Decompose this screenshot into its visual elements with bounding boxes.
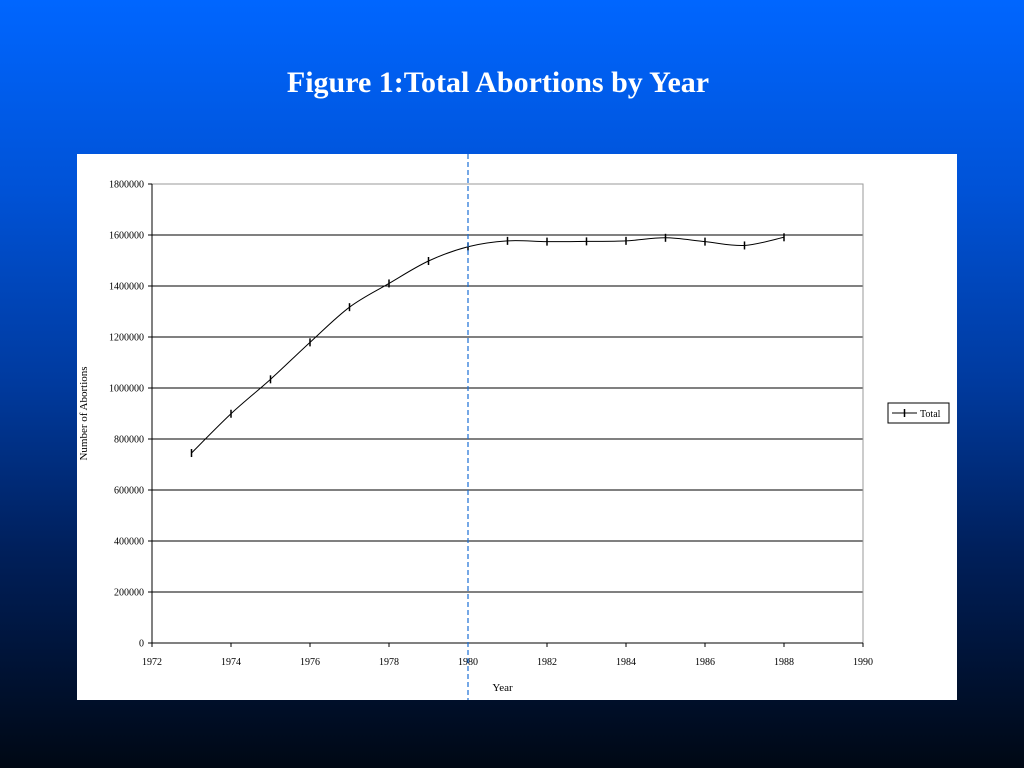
y-tick-label: 1200000: [109, 333, 144, 344]
x-tick-label: 1984: [616, 657, 636, 668]
x-axis-title: Year: [492, 682, 513, 694]
series-line-total: [191, 236, 785, 454]
y-axis-title: Number of Abortions: [78, 366, 90, 460]
plot-area-frame: [151, 183, 864, 644]
x-tick-label: 1982: [537, 657, 557, 668]
y-tick-label: 0: [139, 639, 144, 650]
y-tick-label: 600000: [114, 486, 144, 497]
x-tick-label: 1988: [774, 657, 794, 668]
legend-label: Total: [920, 409, 941, 420]
series-layer: [190, 233, 785, 458]
y-tick-label: 1600000: [109, 231, 144, 242]
y-tick-label: 1800000: [109, 180, 144, 191]
x-tick-label: 1972: [142, 657, 162, 668]
x-tick-label: 1978: [379, 657, 399, 668]
x-axis-ticks: 1972 1974 1976 1978 1980 1982 1984 1986 1988 1990: [142, 643, 873, 668]
legend: Total: [887, 402, 950, 424]
x-tick-label: 1974: [221, 657, 241, 668]
gridlines: [152, 183, 863, 593]
x-tick-label: 1990: [853, 657, 873, 668]
x-tick-label: 1976: [300, 657, 320, 668]
y-tick-label: 200000: [114, 588, 144, 599]
y-tick-label: 1000000: [109, 384, 144, 395]
x-tick-label: 1986: [695, 657, 715, 668]
slide-title: Figure 1:Total Abortions by Year: [286, 66, 710, 99]
y-tick-label: 800000: [114, 435, 144, 446]
y-tick-label: 400000: [114, 537, 144, 548]
legend-box: [887, 402, 950, 424]
y-tick-label: 1400000: [109, 282, 144, 293]
line-chart: 0 200000 400000 600000 800000 1000000 1200000 1…: [78, 154, 950, 700]
chart-panel: 0 200000 400000 600000 800000 1000000 1200000 1…: [77, 154, 957, 700]
y-axis-ticks: 0 200000 400000 600000 800000 1000000 1200000 1…: [109, 180, 152, 650]
